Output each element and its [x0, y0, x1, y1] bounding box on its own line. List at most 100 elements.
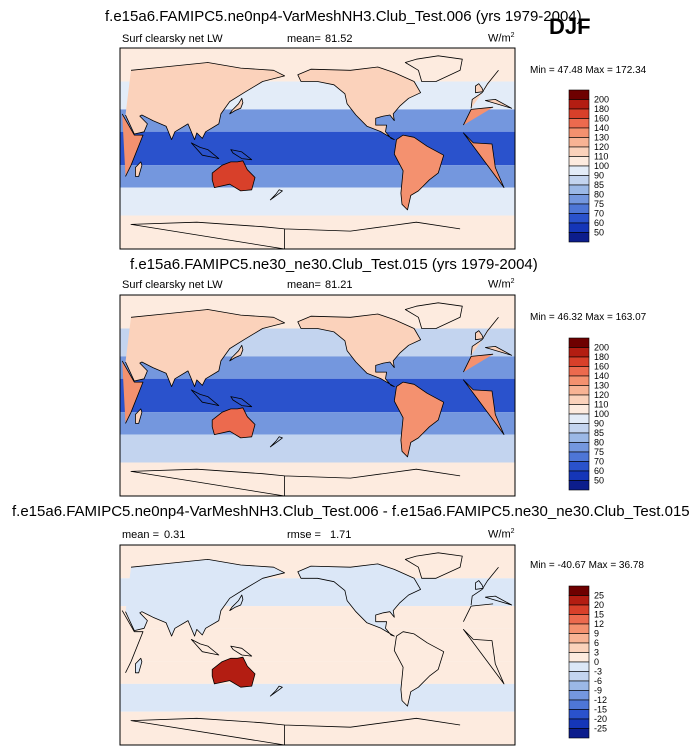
- land-australia: [211, 407, 256, 439]
- panel3-minmax: Min = -40.67 Max = 36.78: [530, 560, 644, 571]
- land-namerica: [297, 66, 421, 140]
- land-uk: [475, 83, 484, 94]
- colorbar-swatch: [568, 366, 590, 377]
- colorbar-swatch: [568, 203, 590, 214]
- colorbar-swatch: [568, 461, 590, 472]
- colorbar-label: 110: [594, 400, 608, 410]
- colorbar-label: 75: [594, 199, 604, 209]
- colorbar-swatch: [568, 709, 590, 720]
- colorbar-swatch: [568, 213, 590, 224]
- panel2-mean-label: mean=: [287, 279, 321, 291]
- land-antarctica: [130, 221, 461, 249]
- panel1-units: W/m2: [488, 32, 515, 45]
- colorbar-label: 100: [594, 161, 609, 171]
- land-indonesia: [190, 639, 220, 656]
- colorbar-label: 3: [594, 648, 599, 658]
- colorbar-swatch: [568, 661, 590, 672]
- map-panel-3: [119, 544, 516, 746]
- colorbar-label: -20: [594, 714, 607, 724]
- land-uk: [475, 330, 484, 341]
- panel3-mean-label: mean =: [122, 529, 159, 541]
- panel2-variable-label: Surf clearsky net LW: [122, 279, 223, 291]
- colorbar-swatch: [568, 623, 590, 634]
- colorbar-label: 160: [594, 362, 609, 372]
- land-africa: [121, 106, 505, 188]
- land-madagascar: [135, 408, 143, 424]
- colorbar-swatch: [568, 652, 590, 663]
- field-band-5: [120, 434, 515, 463]
- land-newguinea: [230, 149, 253, 161]
- colorbar-label: 130: [594, 133, 609, 143]
- colorbar-label: 12: [594, 619, 604, 629]
- land-japan: [229, 97, 244, 115]
- colorbar-swatch: [568, 432, 590, 443]
- land-newguinea: [230, 396, 253, 408]
- panel3-mean-value: 0.31: [164, 529, 186, 541]
- colorbar-label: -25: [594, 724, 607, 734]
- panel3-title: f.e15a6.FAMIPC5.ne0np4-VarMeshNH3.Club_T…: [12, 503, 690, 520]
- colorbar-label: 120: [594, 390, 609, 400]
- colorbar-label: 200: [594, 95, 609, 105]
- panel1-mean-label: mean=: [287, 33, 321, 45]
- panel1-minmax: Min = 47.48 Max = 172.34: [530, 65, 647, 76]
- colorbar-swatch: [568, 232, 590, 243]
- colorbar-swatch: [568, 156, 590, 167]
- field-band-3: [120, 628, 515, 662]
- land-japan: [229, 594, 244, 611]
- colorbar-label: 90: [594, 171, 604, 181]
- field-band-5: [120, 683, 515, 712]
- field-band-4: [120, 412, 515, 435]
- land-eurasia: [125, 309, 513, 387]
- land-newzealand: [269, 436, 283, 448]
- land-newzealand: [269, 189, 283, 201]
- colorbar-label: 180: [594, 352, 609, 362]
- land-namerica: [297, 313, 421, 387]
- colorbar-label: 80: [594, 190, 604, 200]
- colorbar-swatch: [568, 385, 590, 396]
- colorbar-swatch: [568, 470, 590, 481]
- colorbar-swatch: [568, 222, 590, 233]
- colorbar-label: 20: [594, 600, 604, 610]
- colorbar-label: -9: [594, 686, 602, 696]
- colorbar-swatch: [568, 614, 590, 625]
- colorbar-label: 85: [594, 180, 604, 190]
- colorbar-label: -15: [594, 705, 607, 715]
- colorbar-swatch: [568, 642, 590, 653]
- map-frame-1: [119, 47, 516, 250]
- colorbar-label: -6: [594, 676, 602, 686]
- colorbar-swatch: [568, 442, 590, 453]
- colorbar-label: 50: [594, 476, 604, 486]
- colorbar-swatch: [568, 451, 590, 462]
- map-frame-2: [119, 294, 516, 497]
- colorbar-label: 110: [594, 152, 608, 162]
- colorbar-label: 200: [594, 343, 609, 353]
- colorbar-label: 60: [594, 218, 604, 228]
- colorbar-swatch: [568, 413, 590, 424]
- colorbar-swatch: [568, 175, 590, 186]
- panel3-rmse-value: 1.71: [330, 529, 352, 541]
- land-australia: [211, 160, 256, 192]
- land-newzealand: [269, 685, 283, 697]
- colorbar-label: 140: [594, 123, 609, 133]
- field-band-3: [120, 131, 515, 166]
- colorbar-swatch: [568, 671, 590, 682]
- land-antarctica: [130, 468, 461, 496]
- colorbar-swatch: [568, 165, 590, 176]
- panel2-mean-value: 81.21: [325, 279, 353, 291]
- map-frame-3: [119, 544, 516, 746]
- colorbar-label: 120: [594, 142, 609, 152]
- colorbar-label: -3: [594, 667, 602, 677]
- colorbar-swatch: [568, 633, 590, 644]
- land-samerica: [393, 631, 445, 707]
- land-antarctica: [130, 717, 461, 745]
- colorbar-label: 25: [594, 591, 604, 601]
- colorbar-label: 0: [594, 657, 599, 667]
- colorbar-swatch: [568, 404, 590, 415]
- colorbar-swatch: [568, 604, 590, 615]
- land-madagascar: [135, 161, 143, 177]
- land-greenland: [404, 302, 463, 329]
- colorbar-swatch: [568, 680, 590, 691]
